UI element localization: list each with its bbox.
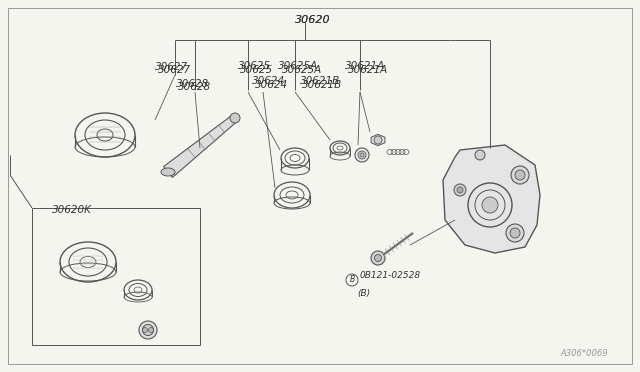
Text: 30620K: 30620K	[52, 205, 92, 215]
Text: 30620: 30620	[295, 15, 331, 25]
Circle shape	[457, 187, 463, 193]
Polygon shape	[164, 115, 237, 177]
Circle shape	[148, 327, 154, 333]
Circle shape	[355, 148, 369, 162]
Text: 30628: 30628	[176, 79, 209, 89]
Circle shape	[511, 166, 529, 184]
Circle shape	[139, 321, 157, 339]
Circle shape	[360, 153, 364, 157]
Circle shape	[515, 170, 525, 180]
Text: 30627: 30627	[155, 62, 188, 72]
Bar	[32, 208, 200, 345]
Circle shape	[506, 224, 524, 242]
Text: 30625A: 30625A	[278, 61, 318, 71]
Text: 30621A: 30621A	[348, 65, 388, 75]
Text: 30627: 30627	[158, 65, 191, 75]
Text: 30620: 30620	[295, 15, 331, 25]
Circle shape	[454, 184, 466, 196]
Text: 30624: 30624	[252, 76, 285, 86]
Text: 30625: 30625	[238, 61, 271, 71]
Ellipse shape	[161, 168, 175, 176]
Text: B: B	[349, 276, 355, 285]
Polygon shape	[443, 145, 540, 253]
Text: 30621A: 30621A	[345, 61, 385, 71]
Circle shape	[374, 254, 381, 262]
Circle shape	[371, 251, 385, 265]
Text: (B): (B)	[357, 289, 370, 298]
Text: 30624: 30624	[255, 80, 288, 90]
Circle shape	[374, 136, 382, 144]
Circle shape	[510, 228, 520, 238]
Text: 30628: 30628	[178, 82, 211, 92]
Circle shape	[143, 324, 154, 336]
Text: 0B121-02528: 0B121-02528	[360, 272, 421, 280]
Circle shape	[475, 150, 485, 160]
Polygon shape	[371, 134, 385, 145]
Circle shape	[358, 151, 366, 159]
Circle shape	[230, 113, 240, 123]
Circle shape	[143, 327, 147, 333]
Text: A306*0069: A306*0069	[560, 349, 607, 358]
Text: 30621B: 30621B	[300, 76, 340, 86]
Text: 30625A: 30625A	[282, 65, 323, 75]
Text: 30625: 30625	[240, 65, 273, 75]
Circle shape	[482, 197, 498, 213]
Text: 30621B: 30621B	[302, 80, 342, 90]
